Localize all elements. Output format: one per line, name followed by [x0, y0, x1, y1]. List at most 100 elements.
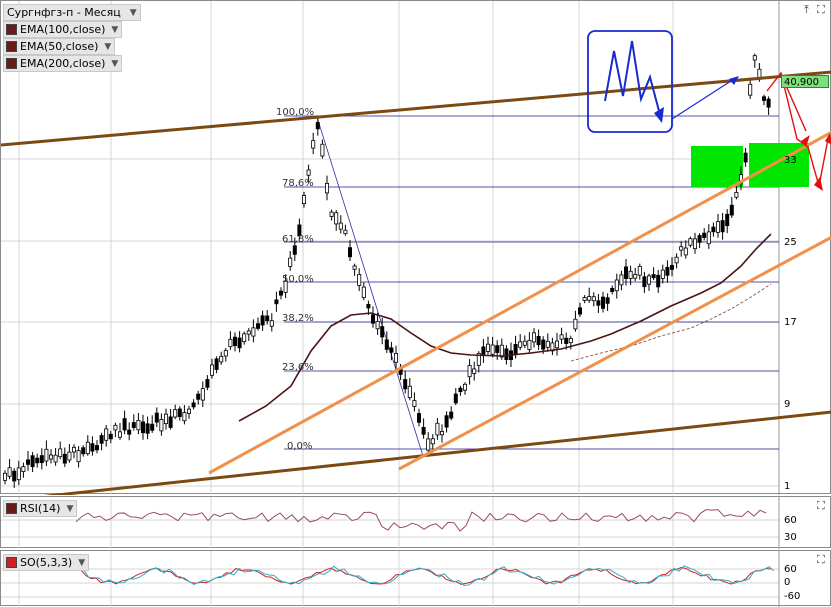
fib-label: 38,2% [282, 313, 314, 324]
chevron-down-icon[interactable]: ▼ [78, 557, 86, 568]
candle-body [81, 447, 86, 455]
symbol-label: Сургнфгз-п - Месяц [7, 6, 121, 19]
candle-body [624, 266, 629, 279]
so-tick-label: 0 [784, 577, 791, 588]
candle-body [697, 235, 702, 243]
candle-body [481, 346, 486, 356]
candle-body [44, 448, 49, 462]
price-chart[interactable] [1, 1, 831, 495]
candle-body [596, 300, 601, 306]
candle-body [338, 222, 343, 230]
stochastic-pane[interactable]: SO(5,3,3) ▼ 60 0 -60 ⛶ [0, 550, 831, 607]
rsi-plot[interactable] [1, 497, 831, 549]
candle-body [591, 296, 596, 302]
candle-body [412, 400, 417, 407]
arrow-head [654, 107, 664, 123]
candle-body [306, 169, 311, 176]
fib-label: 78,6% [282, 178, 314, 189]
candle-body [725, 213, 730, 227]
candle-body [435, 422, 440, 436]
symbol-legend[interactable]: Сургнфгз-п - Месяц ▼ [3, 4, 141, 21]
candle-body [426, 438, 431, 451]
candle-body [421, 426, 426, 435]
rsi-pane[interactable]: RSI(14) ▼ 60 30 ⛶ [0, 496, 831, 549]
candle-body [375, 320, 380, 330]
candle-body [642, 276, 647, 288]
candle-body [660, 269, 665, 279]
chevron-down-icon[interactable]: ▼ [129, 7, 137, 18]
candle-body [555, 340, 560, 349]
candle-body [706, 231, 711, 245]
rsi-legend[interactable]: RSI(14) ▼ [3, 500, 78, 517]
arrow-head [729, 76, 739, 85]
candle-body [536, 336, 541, 346]
candle-body [541, 339, 546, 350]
candle-body [679, 246, 684, 251]
stochastic-plot[interactable] [1, 551, 831, 607]
candle-body [288, 257, 293, 267]
so-legend[interactable]: SO(5,3,3) ▼ [3, 554, 90, 571]
candle-body [122, 418, 127, 431]
maximize-icon[interactable]: ⛶ [817, 499, 825, 512]
maximize-icon[interactable]: ⛶ [817, 553, 825, 566]
candle-body [168, 416, 173, 428]
color-swatch [6, 41, 17, 52]
candle-body [462, 383, 467, 391]
arrow-head [801, 135, 810, 147]
candle-body [182, 412, 187, 422]
candle-body [393, 352, 398, 363]
candle-body [587, 296, 592, 301]
candle-body [7, 467, 12, 477]
candle-body [16, 467, 21, 481]
candle-body [53, 454, 58, 463]
candle-body [637, 265, 642, 276]
rsi-tick-label: 30 [784, 532, 797, 543]
candle-body [154, 412, 159, 423]
candle-body [762, 96, 767, 101]
chevron-down-icon[interactable]: ▼ [66, 503, 74, 514]
candle-body [131, 422, 136, 429]
indicator-legend-ema100[interactable]: EMA(100,close) ▼ [3, 21, 123, 38]
candle-body [223, 349, 228, 357]
indicator-label: EMA(100,close) [20, 23, 106, 36]
candle-body [729, 204, 734, 216]
chevron-down-icon[interactable]: ▼ [111, 24, 119, 35]
chevron-down-icon[interactable]: ▼ [111, 58, 119, 69]
candle-body [366, 304, 371, 309]
indicator-legend-ema50[interactable]: EMA(50,close) ▼ [3, 38, 116, 55]
fib-label: 0,0% [287, 441, 313, 452]
candle-body [716, 221, 721, 233]
forecast-path [766, 71, 829, 187]
candle-body [674, 256, 679, 264]
candle-body [458, 387, 463, 393]
candle-body [228, 338, 233, 348]
candle-body [177, 408, 182, 418]
candle-body [688, 238, 693, 246]
main-chart-pane[interactable]: Сургнфгз-п - Месяц ▼ EMA(100,close) ▼ EM… [0, 0, 831, 495]
candle-body [720, 220, 725, 233]
candle-body [214, 358, 219, 370]
candle-body [357, 273, 362, 286]
fib-label: 100,0% [276, 107, 315, 118]
candle-body [30, 455, 35, 468]
candle-body [403, 379, 408, 390]
candle-body [237, 337, 242, 349]
candle-body [651, 274, 656, 279]
maximize-icon[interactable]: ⛶ [817, 3, 825, 16]
indicator-label: RSI(14) [20, 502, 61, 515]
candle-body [297, 224, 302, 237]
color-swatch [6, 24, 17, 35]
candle-body [58, 448, 63, 458]
color-swatch [6, 557, 17, 568]
candle-body [407, 385, 412, 399]
candle-body [518, 341, 523, 348]
candle-body [748, 83, 753, 96]
candle-body [205, 379, 210, 388]
candle-body [113, 424, 118, 431]
candle-body [683, 247, 688, 256]
candle-body [260, 315, 265, 326]
pin-top-icon[interactable]: ⤒ [804, 3, 809, 16]
wave-pattern-box [587, 30, 673, 133]
chevron-down-icon[interactable]: ▼ [104, 41, 112, 52]
indicator-legend-ema200[interactable]: EMA(200,close) ▼ [3, 55, 123, 72]
